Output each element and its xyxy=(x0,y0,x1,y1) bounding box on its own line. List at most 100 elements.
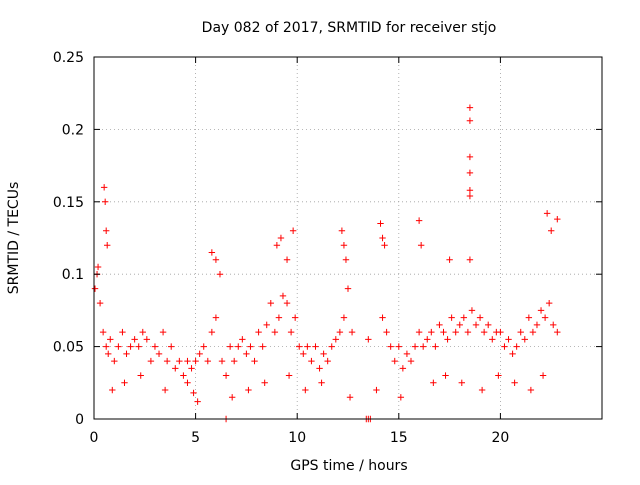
data-point xyxy=(399,365,407,372)
data-point xyxy=(395,343,402,350)
data-point xyxy=(208,249,216,256)
data-point xyxy=(320,350,327,358)
data-point xyxy=(251,357,258,365)
data-point xyxy=(291,314,299,321)
y-tick-label: 0.1 xyxy=(62,267,84,283)
data-point xyxy=(513,343,520,350)
data-point xyxy=(529,328,537,336)
data-point xyxy=(168,343,175,350)
data-point xyxy=(127,343,134,350)
data-point xyxy=(285,372,293,379)
data-point xyxy=(533,321,541,329)
data-point xyxy=(344,285,352,292)
data-point xyxy=(365,336,372,343)
data-point xyxy=(407,357,415,365)
data-point xyxy=(159,328,167,336)
data-point xyxy=(495,372,502,379)
data-point xyxy=(188,365,195,372)
data-point xyxy=(348,328,356,336)
data-point xyxy=(287,328,295,336)
data-point xyxy=(107,336,114,343)
data-point xyxy=(377,220,384,227)
data-point xyxy=(91,285,99,292)
data-point xyxy=(96,299,104,307)
grid-layer xyxy=(94,57,602,419)
chart-title: Day 082 of 2017, SRMTID for receiver stj… xyxy=(202,20,497,36)
axis-ticks: 0 0.05 0.1 0.15 0.2 0.25 0 5 10 15 20 xyxy=(53,50,602,446)
data-point xyxy=(212,256,220,263)
plot-frame xyxy=(93,56,603,420)
data-point xyxy=(328,343,335,350)
data-point xyxy=(259,343,266,350)
data-point xyxy=(411,343,419,350)
data-point xyxy=(231,357,238,365)
data-point xyxy=(478,386,486,394)
data-point xyxy=(456,321,463,329)
y-tick-label: 0.25 xyxy=(53,50,84,66)
data-point xyxy=(102,227,110,234)
data-point xyxy=(373,386,380,394)
data-point xyxy=(468,307,476,314)
data-point xyxy=(332,336,340,343)
data-point xyxy=(304,343,311,350)
data-point xyxy=(548,227,555,234)
data-point xyxy=(192,357,199,365)
data-point xyxy=(458,379,465,386)
data-point xyxy=(123,350,130,358)
data-point xyxy=(101,198,109,205)
data-point xyxy=(383,328,390,336)
data-point xyxy=(180,372,187,379)
data-point xyxy=(480,328,488,336)
x-tick-label: 20 xyxy=(491,430,509,446)
data-point xyxy=(541,314,549,321)
data-point xyxy=(255,328,262,336)
data-point xyxy=(147,357,155,365)
data-point xyxy=(340,242,348,249)
data-point xyxy=(222,372,230,379)
data-point xyxy=(391,357,398,365)
data-point xyxy=(381,242,388,249)
data-point xyxy=(155,350,163,358)
data-point xyxy=(525,314,533,321)
data-point xyxy=(342,256,350,263)
data-point xyxy=(190,389,197,397)
data-point xyxy=(176,357,183,365)
y-tick-label: 0.05 xyxy=(53,340,84,356)
data-point xyxy=(261,379,268,386)
data-point xyxy=(466,192,474,200)
data-point xyxy=(403,350,411,358)
data-point xyxy=(302,386,309,394)
data-point xyxy=(460,314,468,321)
data-point xyxy=(424,336,431,343)
data-point xyxy=(119,328,126,336)
data-point xyxy=(275,314,283,321)
data-point xyxy=(279,292,287,300)
data-point xyxy=(432,343,439,350)
data-point xyxy=(109,386,116,394)
data-point xyxy=(318,379,325,386)
data-point xyxy=(216,271,224,278)
data-point xyxy=(218,357,226,365)
data-point xyxy=(121,379,128,386)
data-point xyxy=(543,210,551,217)
x-axis-label: GPS time / hours xyxy=(290,458,407,474)
data-point xyxy=(428,328,435,336)
data-point xyxy=(324,357,331,365)
data-point xyxy=(415,217,423,224)
data-point xyxy=(485,321,492,329)
data-point xyxy=(419,343,427,350)
data-point xyxy=(446,256,453,263)
data-point xyxy=(300,350,307,358)
data-point xyxy=(283,299,291,307)
data-point xyxy=(509,350,516,358)
data-point xyxy=(476,314,484,321)
data-point xyxy=(94,263,102,271)
data-point xyxy=(444,336,451,343)
data-point xyxy=(208,328,216,336)
data-point xyxy=(537,307,545,314)
data-point xyxy=(448,314,455,321)
data-point xyxy=(172,365,179,372)
y-axis-label: SRMTID / TECUs xyxy=(6,182,22,295)
